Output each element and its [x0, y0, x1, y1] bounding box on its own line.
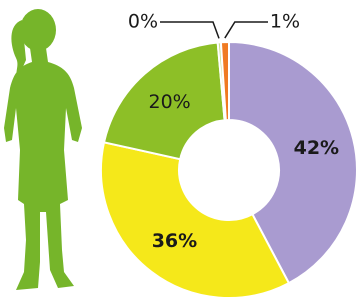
value-label: 1%	[270, 11, 300, 33]
value-label: 0%	[128, 11, 158, 33]
girl-silhouette	[4, 9, 82, 290]
value-label: 20%	[148, 91, 190, 113]
donut	[101, 42, 357, 298]
chart: 42% 36% 20% 0% 1%	[0, 0, 358, 298]
leader-line	[160, 22, 219, 38]
value-label: 36%	[152, 230, 197, 252]
leader-line	[225, 22, 268, 38]
value-label: 42%	[294, 137, 339, 159]
